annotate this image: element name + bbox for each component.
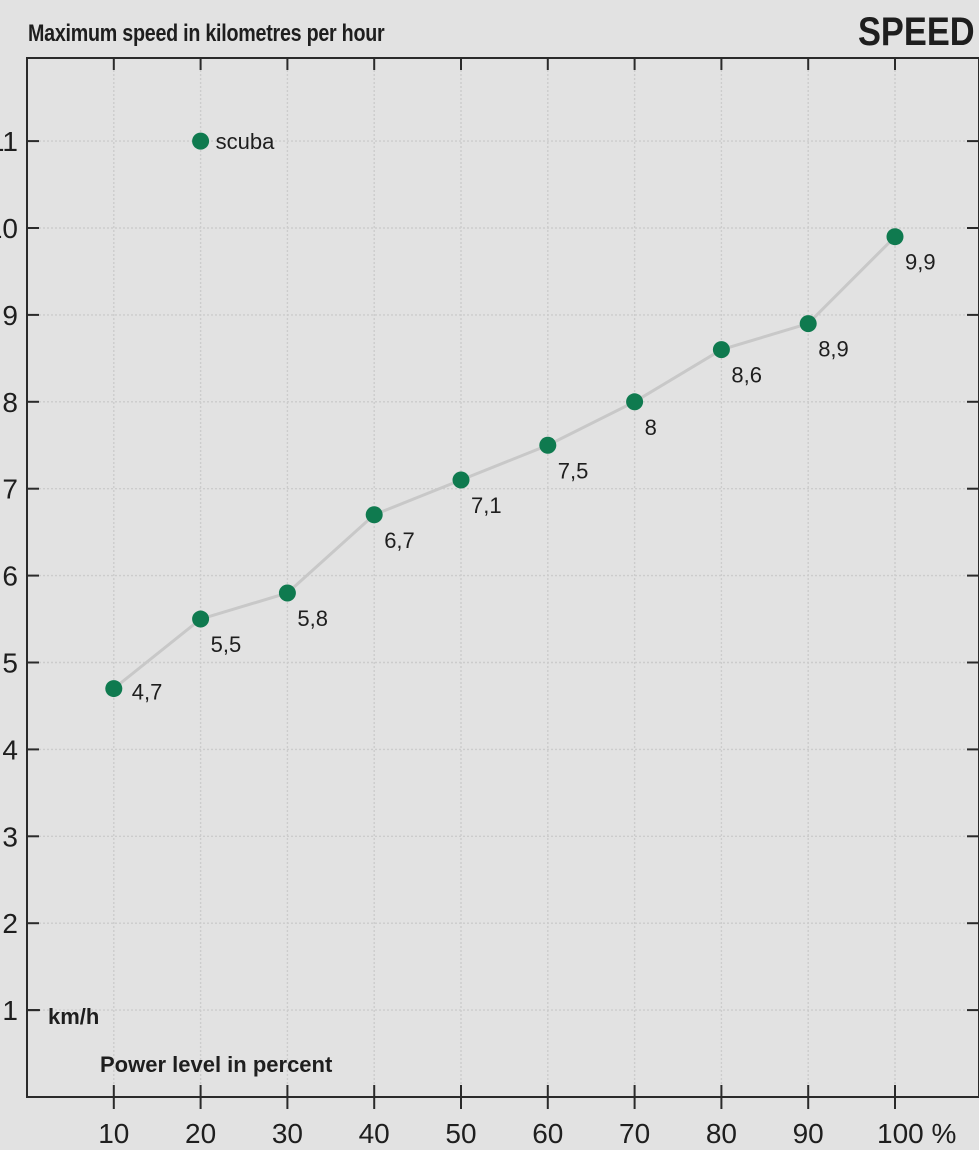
data-point — [192, 610, 210, 628]
data-point — [452, 471, 470, 489]
annotation-label: scuba — [216, 129, 275, 154]
axis-ticks — [27, 58, 979, 1109]
y-tick-label: 10 — [0, 213, 18, 244]
data-label: 5,8 — [297, 606, 328, 631]
x-tick-label: 30 — [272, 1118, 303, 1149]
y-tick-label: 5 — [2, 648, 18, 679]
data-label: 4,7 — [132, 680, 163, 705]
data-point — [539, 436, 557, 454]
grid — [27, 58, 979, 1097]
y-tick-label: 1 — [2, 995, 18, 1026]
chart-subtitle: Maximum speed in kilometres per hour — [28, 20, 385, 47]
data-point — [365, 506, 383, 524]
x-tick-label: 10 — [98, 1118, 129, 1149]
data-point — [712, 341, 730, 359]
plot-frame — [26, 57, 979, 1098]
x-tick-label: 80 — [706, 1118, 737, 1149]
x-tick-labels: 10 20 30 40 50 60 70 80 90 100 % — [98, 1118, 956, 1149]
y-tick-label: 9 — [2, 300, 18, 331]
y-tick-label: 11 — [0, 126, 18, 157]
annotations: scuba — [192, 129, 275, 154]
y-tick-label: 4 — [2, 734, 18, 765]
y-axis-unit-label: km/h — [48, 1004, 99, 1029]
series-line — [112, 235, 897, 690]
y-tick-labels: 1 2 3 4 5 6 7 8 9 10 11 — [0, 126, 18, 1026]
x-tick-label: 50 — [445, 1118, 476, 1149]
data-point — [886, 228, 904, 246]
x-tick-label: 70 — [619, 1118, 650, 1149]
y-tick-label: 6 — [2, 561, 18, 592]
data-label: 8,9 — [818, 337, 849, 362]
data-label: 6,7 — [384, 528, 415, 553]
data-label: 5,5 — [211, 632, 242, 657]
x-tick-label: 20 — [185, 1118, 216, 1149]
x-tick-label: 40 — [359, 1118, 390, 1149]
y-tick-label: 8 — [2, 387, 18, 418]
y-tick-label: 7 — [2, 474, 18, 505]
annotation-marker — [192, 132, 210, 150]
data-point — [105, 680, 123, 698]
data-label: 8,6 — [731, 363, 762, 388]
chart-title: SPEED — [858, 10, 975, 54]
x-tick-label: 90 — [793, 1118, 824, 1149]
data-label: 7,5 — [558, 458, 589, 483]
y-tick-label: 3 — [2, 821, 18, 852]
data-label: 8 — [645, 415, 657, 440]
series-speed: 4,7 5,5 5,8 6,7 7,1 7,5 8 8,6 8,9 9,9 — [105, 228, 936, 705]
data-point — [626, 393, 644, 411]
data-point — [278, 584, 296, 602]
x-tick-label: 60 — [532, 1118, 563, 1149]
x-axis-label: Power level in percent — [100, 1052, 333, 1077]
data-point — [799, 315, 817, 333]
data-label: 7,1 — [471, 493, 502, 518]
y-tick-label: 2 — [2, 908, 18, 939]
data-label: 9,9 — [905, 250, 936, 275]
x-tick-label: 100 % — [877, 1118, 956, 1149]
